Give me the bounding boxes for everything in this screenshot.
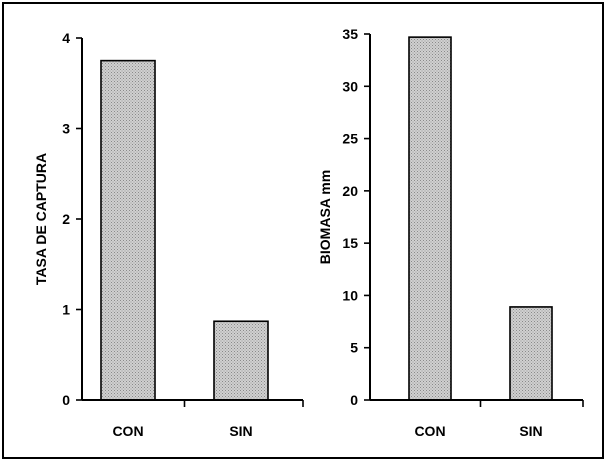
y-tick-label: 1 — [62, 302, 70, 318]
y-axis-label: BIOMASA mm — [317, 170, 333, 264]
bar-sin — [213, 320, 269, 401]
y-tick-label: 4 — [62, 30, 70, 46]
y-tick-label: 25 — [342, 131, 358, 147]
bar-con — [408, 36, 452, 401]
y-tick-label: 3 — [62, 121, 70, 137]
y-tick-label: 35 — [342, 26, 358, 42]
y-tick-label: 30 — [342, 78, 358, 94]
y-axis-label: TASA DE CAPTURA — [33, 153, 49, 285]
chart-tasa-de-captura: 0 1 2 3 4 CON SIN TASA DE CAPTURA — [33, 30, 304, 439]
y-tick-label: 5 — [350, 340, 358, 356]
y-tick-label: 15 — [342, 235, 358, 251]
y-tick-label: 10 — [342, 287, 358, 303]
x-tick-label-con: CON — [414, 423, 445, 439]
y-tick-label: 20 — [342, 183, 358, 199]
x-tick-label-con: CON — [112, 423, 143, 439]
y-tick-label: 0 — [62, 392, 70, 408]
bar-con — [100, 59, 156, 401]
y-tick-label: 2 — [62, 211, 70, 227]
x-tick-label-sin: SIN — [519, 423, 542, 439]
bar-sin — [509, 306, 553, 401]
x-tick-label-sin: SIN — [229, 423, 252, 439]
chart-biomasa: 0 5 10 15 20 25 30 35 CON SIN BIOMASA mm — [317, 26, 584, 439]
y-tick-label: 0 — [350, 392, 358, 408]
